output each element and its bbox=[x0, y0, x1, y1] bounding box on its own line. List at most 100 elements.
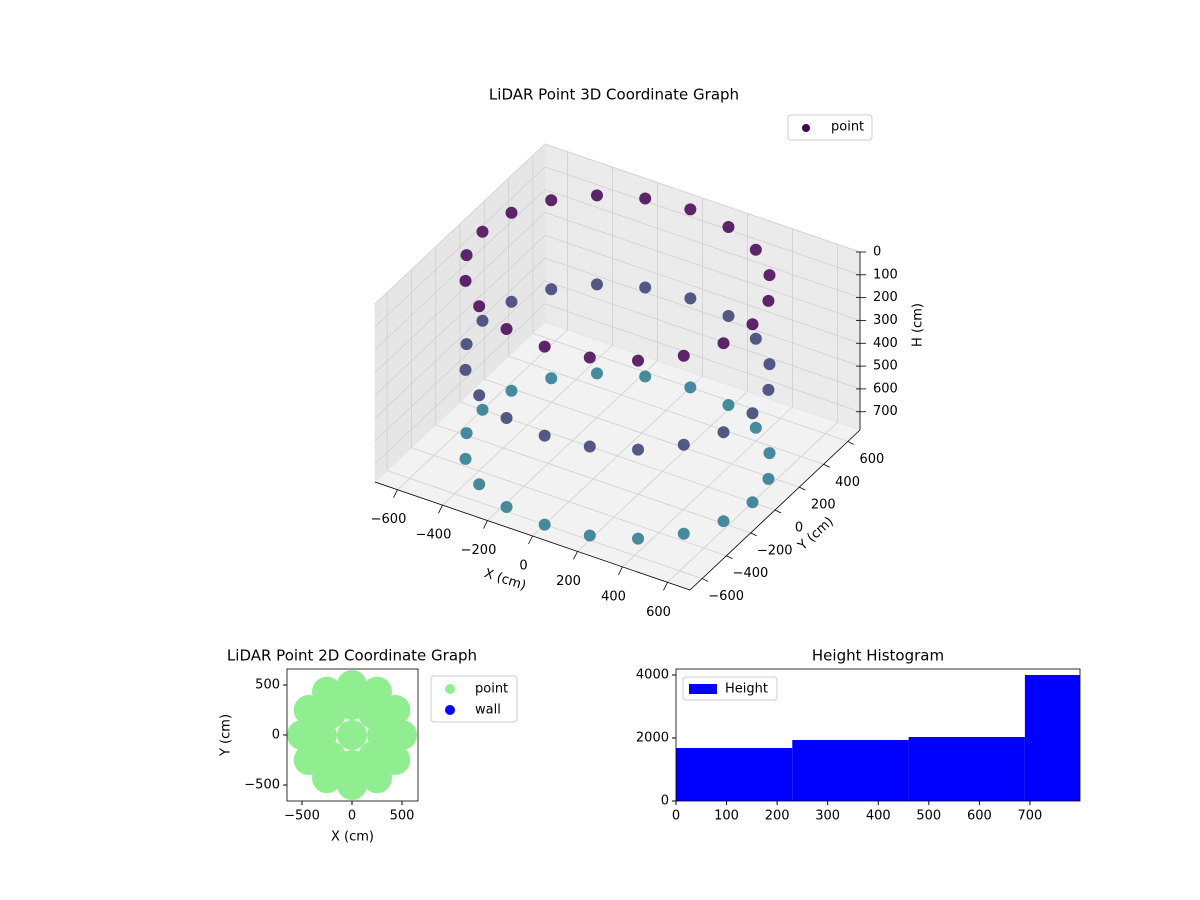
x-tick-label: 200 bbox=[556, 574, 581, 589]
chart-title: LiDAR Point 2D Coordinate Graph bbox=[227, 647, 477, 665]
point bbox=[590, 367, 603, 380]
point bbox=[476, 314, 489, 327]
point bbox=[312, 676, 342, 707]
grid-line bbox=[374, 212, 546, 373]
x-tick-label: 500 bbox=[390, 809, 415, 824]
z-tick-label: 300 bbox=[873, 313, 898, 328]
point bbox=[460, 249, 473, 262]
x-tick-label: −200 bbox=[461, 543, 497, 558]
tick-mark bbox=[438, 504, 443, 514]
point bbox=[746, 318, 759, 331]
point bbox=[746, 496, 759, 509]
tick-mark bbox=[663, 582, 668, 591]
point bbox=[337, 720, 367, 750]
point bbox=[538, 429, 551, 442]
plot-area bbox=[287, 670, 417, 800]
z-tick-label: 100 bbox=[873, 267, 898, 282]
point bbox=[387, 720, 417, 750]
point bbox=[459, 363, 472, 376]
y-axis-label: Y (cm) bbox=[219, 714, 234, 757]
grid-line bbox=[544, 166, 861, 276]
grid-line bbox=[544, 257, 861, 367]
legend-marker bbox=[445, 684, 455, 694]
grid-line bbox=[374, 189, 546, 350]
x-tick-label: 0 bbox=[519, 559, 527, 574]
point bbox=[505, 206, 518, 219]
y-tick-label: 600 bbox=[859, 452, 884, 467]
x-tick-label: 200 bbox=[765, 809, 790, 824]
y-tick-label: 0 bbox=[795, 521, 803, 536]
y-tick-label: −600 bbox=[708, 589, 744, 604]
point bbox=[505, 295, 518, 308]
point bbox=[500, 322, 513, 335]
grid-line bbox=[459, 401, 776, 511]
point bbox=[500, 411, 513, 424]
grid-line bbox=[544, 189, 861, 299]
point bbox=[763, 358, 776, 371]
x-tick-label: 700 bbox=[1018, 809, 1043, 824]
legend-label: wall bbox=[475, 703, 501, 718]
point bbox=[749, 243, 762, 256]
y-tick-label: 200 bbox=[811, 498, 836, 513]
z-tick-label: 0 bbox=[873, 245, 881, 260]
x-tick-label: −500 bbox=[284, 809, 320, 824]
x-tick-label: −400 bbox=[416, 528, 452, 543]
point bbox=[762, 472, 775, 485]
legend-box bbox=[430, 675, 518, 723]
chart-title: LiDAR Point 3D Coordinate Graph bbox=[489, 86, 739, 104]
z-tick-label: 700 bbox=[873, 404, 898, 419]
grid-line bbox=[484, 378, 800, 488]
grid-line bbox=[544, 234, 861, 344]
grid-line bbox=[374, 166, 546, 328]
legend-label: point bbox=[475, 682, 508, 697]
point bbox=[362, 676, 392, 707]
axis-line bbox=[689, 429, 861, 591]
y-tick-label: −400 bbox=[733, 566, 769, 581]
point bbox=[717, 426, 730, 439]
tick-mark bbox=[774, 509, 782, 514]
x-tick-label: 100 bbox=[714, 809, 739, 824]
bar bbox=[676, 747, 793, 801]
grid-line bbox=[374, 280, 546, 442]
axis-line bbox=[374, 481, 691, 591]
point bbox=[722, 399, 735, 412]
legend-label: Height bbox=[725, 682, 768, 697]
y-tick-label: 2000 bbox=[636, 730, 669, 745]
point bbox=[538, 518, 551, 531]
legend-marker bbox=[445, 705, 455, 715]
legend-box bbox=[682, 676, 778, 701]
point bbox=[545, 283, 558, 296]
grid-line bbox=[544, 280, 861, 390]
point bbox=[763, 269, 776, 282]
point bbox=[749, 421, 762, 434]
tick-mark bbox=[701, 578, 709, 582]
z-tick-label: 200 bbox=[873, 290, 898, 305]
grid-line bbox=[544, 303, 861, 413]
point bbox=[460, 427, 473, 440]
point bbox=[545, 372, 558, 385]
y-tick-label: −500 bbox=[244, 778, 280, 793]
point bbox=[337, 770, 367, 800]
point bbox=[583, 529, 596, 542]
z-tick-label: 400 bbox=[873, 336, 898, 351]
point bbox=[460, 338, 473, 351]
y-tick-label: 4000 bbox=[636, 667, 669, 682]
point bbox=[312, 763, 342, 794]
point bbox=[583, 351, 596, 364]
legend-box bbox=[787, 114, 873, 141]
tick-mark bbox=[750, 532, 757, 537]
legend-marker bbox=[802, 124, 810, 132]
tick-mark bbox=[799, 486, 806, 491]
point bbox=[639, 370, 652, 383]
bar bbox=[908, 736, 1025, 801]
x-tick-label: 500 bbox=[916, 809, 941, 824]
y-tick-label: 400 bbox=[835, 475, 860, 490]
grid-line bbox=[544, 143, 861, 253]
y-tick-label: 500 bbox=[255, 678, 280, 693]
legend-label: point bbox=[831, 120, 864, 135]
tick-mark bbox=[618, 566, 623, 576]
grid-line bbox=[435, 424, 751, 534]
chart-title: Height Histogram bbox=[812, 647, 944, 665]
